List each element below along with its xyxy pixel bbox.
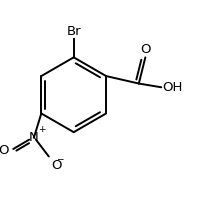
Text: OH: OH (162, 81, 182, 94)
Text: O: O (52, 159, 62, 172)
Text: O: O (0, 144, 9, 157)
Text: N: N (29, 131, 39, 144)
Text: +: + (38, 125, 45, 134)
Text: −: − (56, 154, 63, 163)
Text: O: O (140, 43, 151, 56)
Text: Br: Br (66, 25, 81, 38)
